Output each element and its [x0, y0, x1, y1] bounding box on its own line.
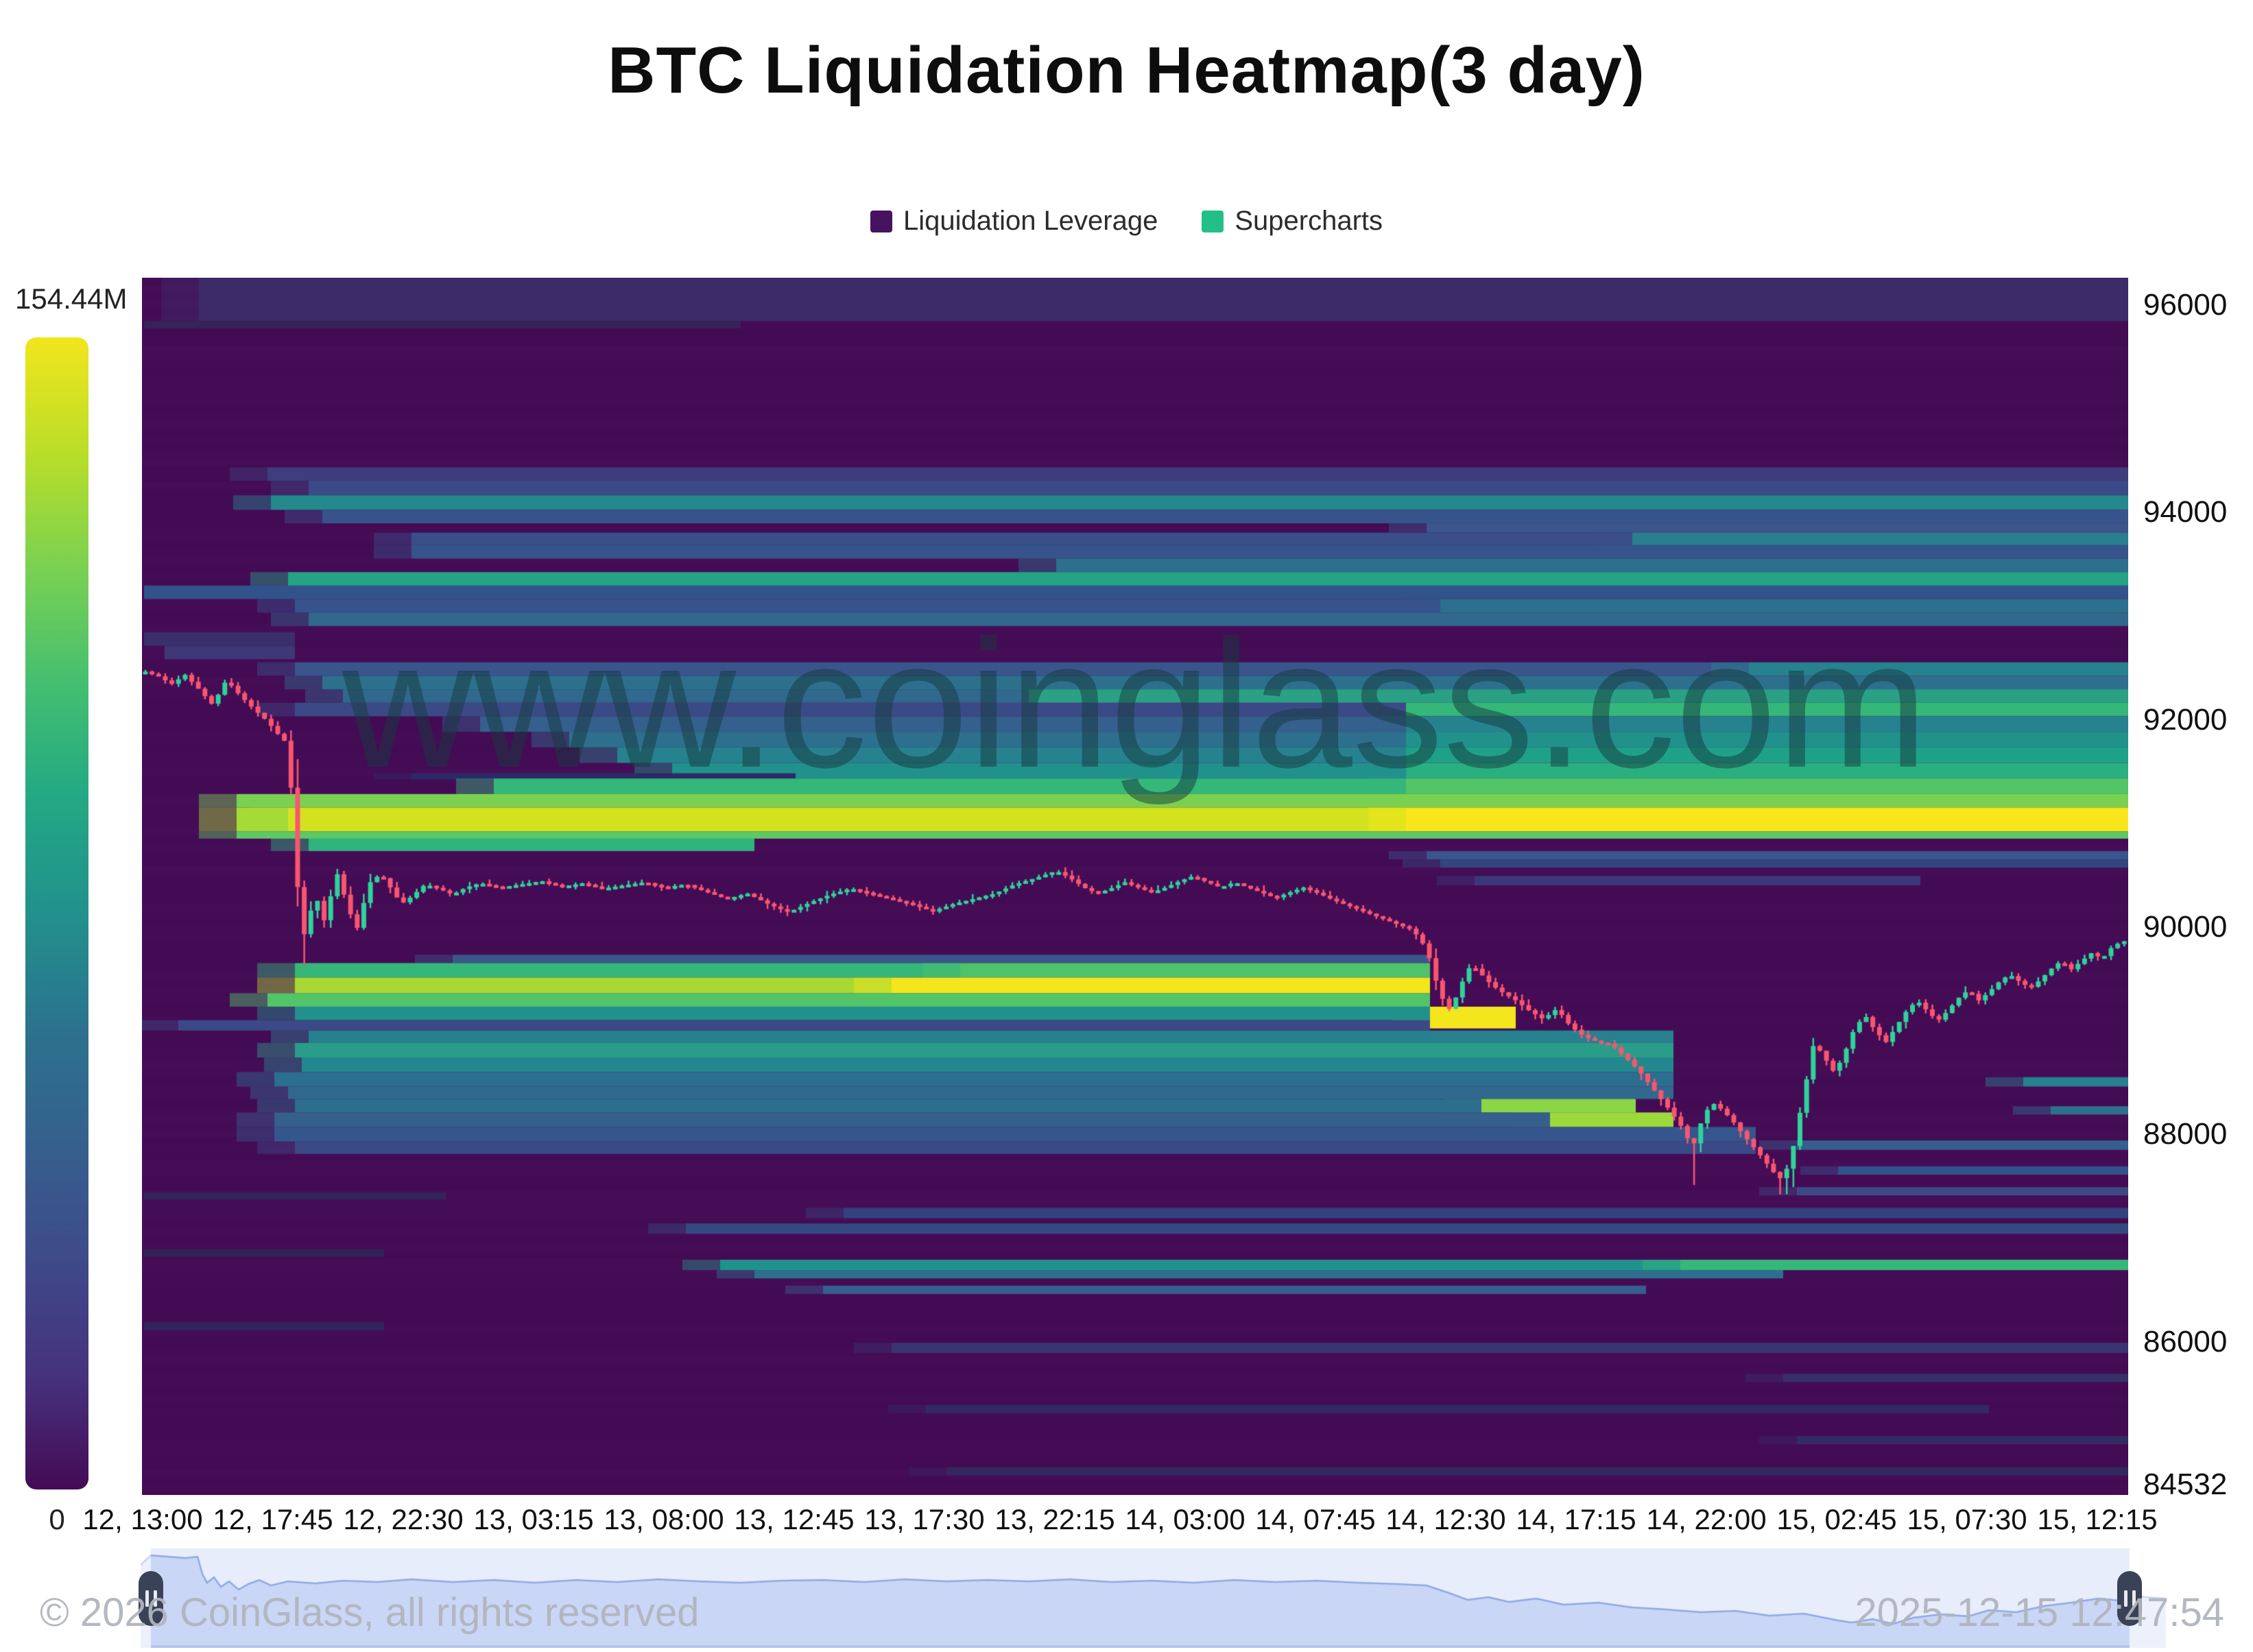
- pause-icon: [2132, 1590, 2136, 1607]
- y-axis-label: 86000: [2143, 1324, 2228, 1358]
- legend-label-supercharts: Supercharts: [1235, 206, 1383, 236]
- x-axis-label: 12, 22:30: [343, 1503, 464, 1535]
- y-axis-label: 84532: [2143, 1468, 2228, 1501]
- x-axis-label: 15, 02:45: [1776, 1503, 1897, 1535]
- x-axis-label: 15, 07:30: [1907, 1503, 2027, 1535]
- navigator-left-handle[interactable]: [139, 1571, 163, 1626]
- pause-icon: [2123, 1590, 2127, 1607]
- x-axis-label: 13, 08:00: [604, 1503, 724, 1535]
- x-axis-label: 14, 12:30: [1385, 1503, 1506, 1535]
- y-axis-label: 96000: [2143, 287, 2228, 322]
- chart-title: BTC Liquidation Heatmap(3 day): [608, 34, 1645, 107]
- navigator-right-handle[interactable]: [2117, 1571, 2142, 1626]
- colorbar-max-label: 154.44M: [15, 283, 128, 315]
- legend-item-liquidation-leverage[interactable]: Liquidation Leverage: [870, 206, 1158, 237]
- x-axis-label: 12, 17:45: [213, 1503, 333, 1535]
- y-axis-label: 94000: [2143, 495, 2228, 529]
- legend-swatch-supercharts-icon: [1202, 210, 1224, 232]
- navigator-canvas[interactable]: [141, 1548, 2166, 1648]
- y-axis-label: 88000: [2143, 1117, 2228, 1151]
- copyright-text: © 2026 CoinGlass, all rights reserved: [40, 1590, 700, 1635]
- x-axis-label: 14, 03:00: [1125, 1503, 1245, 1535]
- x-axis-label: 13, 12:45: [734, 1503, 855, 1535]
- legend-label-liquidation-leverage: Liquidation Leverage: [903, 206, 1158, 236]
- x-axis-label: 13, 03:15: [473, 1503, 594, 1535]
- x-axis-label: 13, 22:15: [994, 1503, 1115, 1535]
- x-axis-label: 14, 07:45: [1255, 1503, 1376, 1535]
- pause-icon: [145, 1590, 149, 1607]
- heatmap-plot[interactable]: www.coinglass.com: [142, 278, 2128, 1495]
- x-axis-label: 15, 12:15: [2037, 1503, 2158, 1535]
- legend: Liquidation Leverage Supercharts: [0, 206, 2253, 237]
- candlestick-canvas: [142, 278, 2128, 1495]
- pause-icon: [153, 1590, 157, 1607]
- x-axis-label: 12, 13:00: [82, 1503, 203, 1535]
- x-axis-label: 14, 17:15: [1516, 1503, 1636, 1535]
- y-axis-label: 92000: [2143, 702, 2228, 737]
- timestamp-text: 2025-12-15 12:47:54: [1855, 1590, 2224, 1635]
- colorbar-min-label: 0: [49, 1503, 65, 1535]
- y-axis-label: 90000: [2143, 909, 2228, 944]
- x-axis-label: 13, 17:30: [864, 1503, 985, 1535]
- legend-item-supercharts[interactable]: Supercharts: [1202, 206, 1383, 237]
- navigator[interactable]: [139, 1548, 2166, 1648]
- colorbar: [25, 337, 88, 1489]
- legend-swatch-liquidation-icon: [870, 210, 892, 232]
- x-axis-label: 14, 22:00: [1646, 1503, 1767, 1535]
